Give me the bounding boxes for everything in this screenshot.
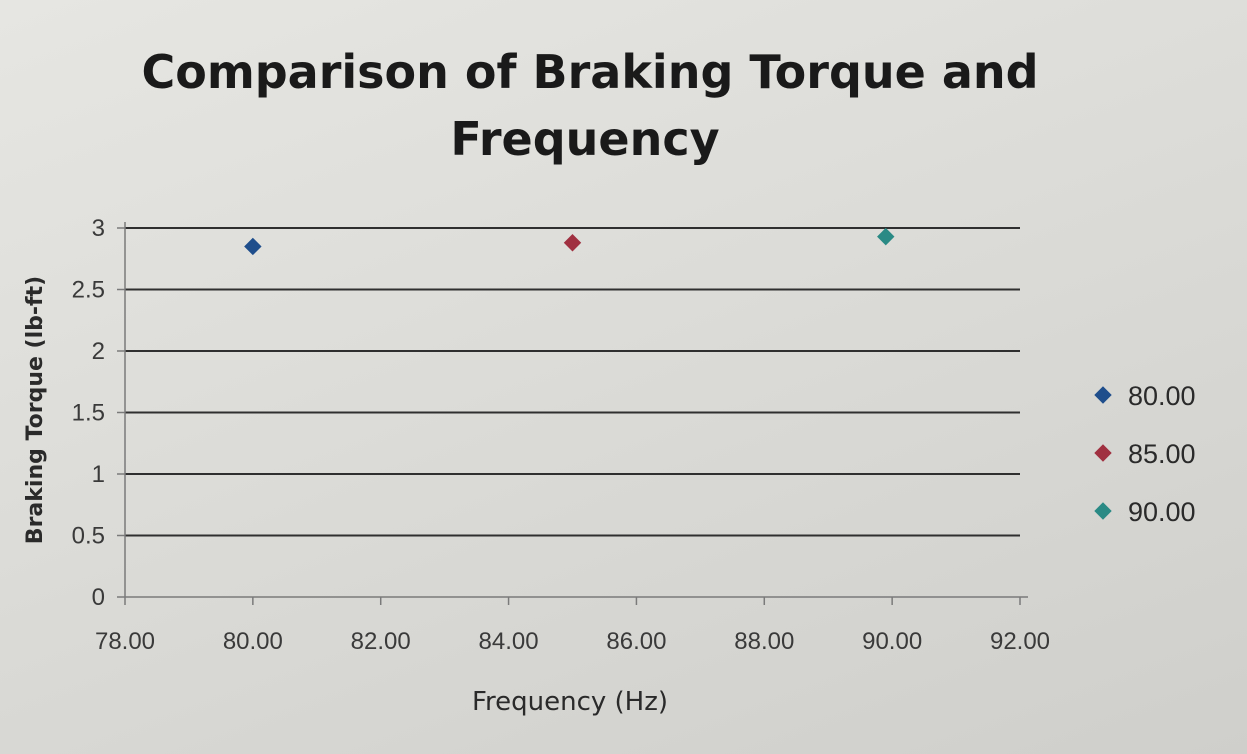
- x-tick-label: 84.00: [479, 628, 539, 655]
- x-tick-label: 92.00: [990, 628, 1050, 655]
- legend-label: 90.00: [1128, 497, 1196, 527]
- y-tick-label: 2: [92, 338, 105, 365]
- legend-marker: [1094, 502, 1112, 520]
- y-axis-label: Braking Torque (lb-ft): [23, 276, 48, 544]
- x-tick-label: 82.00: [351, 628, 411, 655]
- x-tick-label: 80.00: [223, 628, 283, 655]
- x-tick-label: 86.00: [606, 628, 666, 655]
- x-tick-label: 88.00: [734, 628, 794, 655]
- y-tick-label: 3: [92, 215, 105, 242]
- x-tick-label: 78.00: [95, 628, 155, 655]
- y-tick-label: 1: [92, 461, 105, 488]
- legend-label: 85.00: [1128, 439, 1196, 469]
- chart-title-line-2: Frequency: [450, 112, 719, 166]
- legend: 80.00 85.00 90.00: [1094, 381, 1196, 527]
- legend-marker: [1094, 444, 1112, 462]
- legend-marker: [1094, 386, 1112, 404]
- y-tick-label: 0: [92, 584, 105, 611]
- y-tick-label: 0.5: [72, 523, 105, 550]
- data-points: [244, 227, 895, 256]
- x-tick-label: 90.00: [862, 628, 922, 655]
- data-point: [877, 227, 895, 246]
- x-tick-labels: 78.00 80.00 82.00 84.00 86.00 88.00 90.00 92.00: [95, 628, 1050, 655]
- data-point: [244, 237, 262, 256]
- y-tick-label: 2.5: [72, 277, 105, 304]
- x-axis-label: Frequency (Hz): [472, 687, 668, 717]
- legend-label: 80.00: [1128, 381, 1196, 411]
- data-point: [563, 234, 582, 252]
- gridlines: [117, 222, 1028, 605]
- y-tick-label: 1.5: [72, 400, 105, 427]
- chart-title-line-1: Comparison of Braking Torque and: [141, 45, 1038, 99]
- y-tick-labels: 0 0.5 1 1.5 2 2.5 3: [72, 215, 105, 611]
